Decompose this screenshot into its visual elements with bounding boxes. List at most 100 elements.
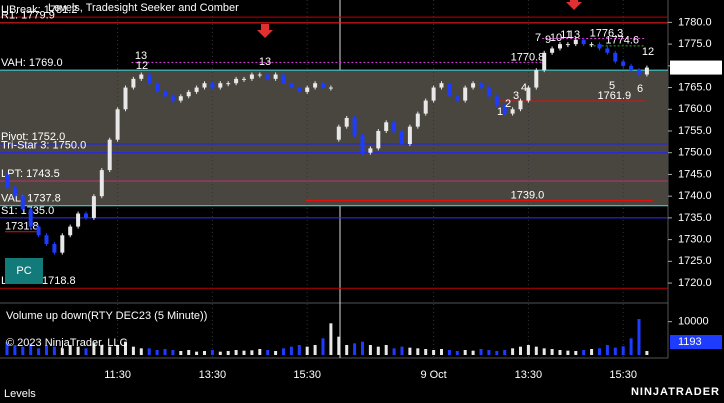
- setup-count: 10: [550, 32, 562, 44]
- annotation-label: 1776.3: [590, 27, 624, 39]
- volume-bar: [479, 349, 483, 355]
- volume-bar: [400, 346, 404, 355]
- volume-bar: [171, 350, 175, 355]
- candle: [281, 74, 286, 84]
- x-tick-label: 11:30: [104, 369, 131, 381]
- candle: [202, 83, 207, 88]
- candle: [321, 83, 325, 88]
- level-label: VAH: 1769.0: [1, 57, 63, 69]
- candle: [52, 243, 57, 253]
- volume-bar: [345, 345, 349, 355]
- candle: [550, 48, 555, 53]
- level-label: VAL: 1737.8: [1, 193, 61, 205]
- candle: [471, 83, 476, 88]
- candle: [597, 44, 602, 49]
- candle: [368, 148, 373, 153]
- arrow-down: [257, 24, 273, 38]
- volume-bar: [187, 350, 191, 355]
- volume-bar: [116, 345, 120, 355]
- candle: [155, 83, 160, 92]
- candle: [518, 100, 523, 110]
- volume-bar: [289, 346, 293, 355]
- volume-bar: [210, 350, 214, 355]
- candle: [479, 83, 483, 88]
- volume-bar: [368, 345, 372, 355]
- candle: [392, 122, 397, 131]
- setup-count: 2: [505, 98, 511, 110]
- volume-bar: [353, 343, 357, 355]
- candle: [115, 109, 120, 140]
- candle: [455, 96, 460, 101]
- candle: [502, 104, 507, 114]
- candle: [415, 113, 420, 127]
- y-tick-label: 1755.0: [678, 125, 712, 137]
- y-tick-label: 1735.0: [678, 212, 712, 224]
- candle: [99, 170, 104, 197]
- candle: [194, 87, 199, 92]
- level-label: S1: 1735.0: [1, 205, 54, 217]
- arrow-down: [566, 0, 582, 10]
- setup-count: 12: [642, 46, 654, 58]
- candle: [107, 139, 112, 171]
- candle: [542, 52, 547, 71]
- y-tick-label: 1775.0: [678, 38, 712, 50]
- volume-bar: [226, 351, 230, 355]
- annotation-label: 1739.0: [511, 189, 545, 201]
- candle: [613, 52, 618, 62]
- x-tick-label: 15:30: [609, 369, 637, 381]
- candle: [68, 226, 73, 236]
- candle: [400, 130, 404, 145]
- volume-bar: [274, 351, 278, 355]
- candle: [336, 126, 341, 140]
- y-tick-label: 1740.0: [678, 190, 712, 202]
- volume-bar: [463, 350, 467, 355]
- volume-bar: [21, 346, 25, 355]
- candle: [439, 83, 444, 88]
- volume-bar: [234, 350, 238, 355]
- candle: [573, 39, 578, 45]
- candle: [313, 83, 318, 88]
- candle: [36, 226, 41, 236]
- volume-bar: [155, 350, 159, 355]
- candle: [210, 83, 215, 88]
- candle: [12, 187, 17, 197]
- candle: [257, 74, 262, 76]
- candle: [84, 213, 88, 218]
- volume-bar: [637, 319, 641, 355]
- level-label: Tri-Star 3: 1750.0: [1, 140, 86, 152]
- candle: [91, 196, 96, 218]
- volume-title: Volume up down(RTY DEC23 (5 Minute)): [6, 310, 207, 322]
- volume-bar: [432, 350, 436, 355]
- volume-bar: [13, 345, 17, 355]
- pc-button-label[interactable]: PC: [16, 265, 31, 277]
- candle: [558, 44, 562, 49]
- candle: [328, 87, 333, 89]
- volume-bar: [574, 351, 578, 355]
- volume-bar: [526, 345, 530, 355]
- pc-button[interactable]: [5, 258, 43, 284]
- candle: [526, 87, 531, 101]
- y-tick-label: 1780.0: [678, 16, 712, 28]
- candle: [431, 87, 436, 101]
- volume-bar: [250, 350, 254, 355]
- x-tick-label: 9 Oct: [420, 369, 446, 381]
- volume-bar: [45, 345, 48, 355]
- volume-bar: [29, 343, 33, 355]
- volume-bar: [613, 347, 617, 355]
- logo: NINJATRADER: [631, 386, 720, 398]
- candle: [352, 117, 357, 136]
- y-tick-label: 1760.0: [678, 103, 712, 115]
- volume-bar: [297, 345, 301, 355]
- volume-tick-label: 10000: [678, 316, 709, 328]
- volume-badge: [670, 335, 722, 349]
- candle: [178, 96, 183, 101]
- volume-bar: [108, 346, 112, 355]
- volume-bar: [361, 341, 364, 355]
- volume-bar: [258, 349, 262, 355]
- y-tick-label: 1750.0: [678, 147, 712, 159]
- candle: [447, 83, 452, 97]
- volume-bar: [218, 351, 222, 355]
- volume-bar: [242, 350, 246, 355]
- candle: [581, 39, 586, 45]
- value-area: [0, 70, 668, 206]
